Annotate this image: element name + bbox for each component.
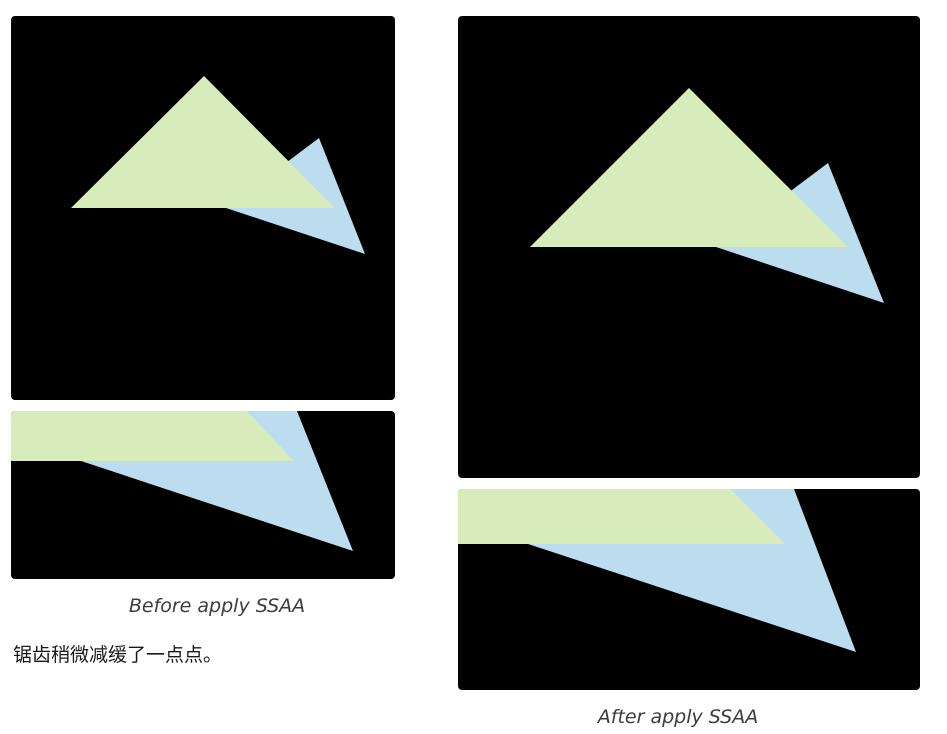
after-caption: After apply SSAA xyxy=(597,706,759,728)
green-triangle-zoomed xyxy=(11,411,294,461)
green-triangle-zoomed xyxy=(458,489,785,544)
after-full-render-image xyxy=(530,88,884,303)
green-triangle xyxy=(71,76,335,208)
after-full-render-panel xyxy=(458,16,920,478)
before-zoomed-image xyxy=(11,411,353,551)
after-zoomed-image xyxy=(458,489,856,652)
before-caption: Before apply SSAA xyxy=(128,595,306,617)
note-text: 锯齿稍微减缓了一点点。 xyxy=(13,644,223,666)
before-full-render-image xyxy=(71,76,365,254)
before-full-render-panel xyxy=(11,16,395,400)
before-zoomed-panel xyxy=(11,411,395,579)
after-zoomed-panel xyxy=(458,489,920,690)
green-triangle xyxy=(530,88,848,247)
